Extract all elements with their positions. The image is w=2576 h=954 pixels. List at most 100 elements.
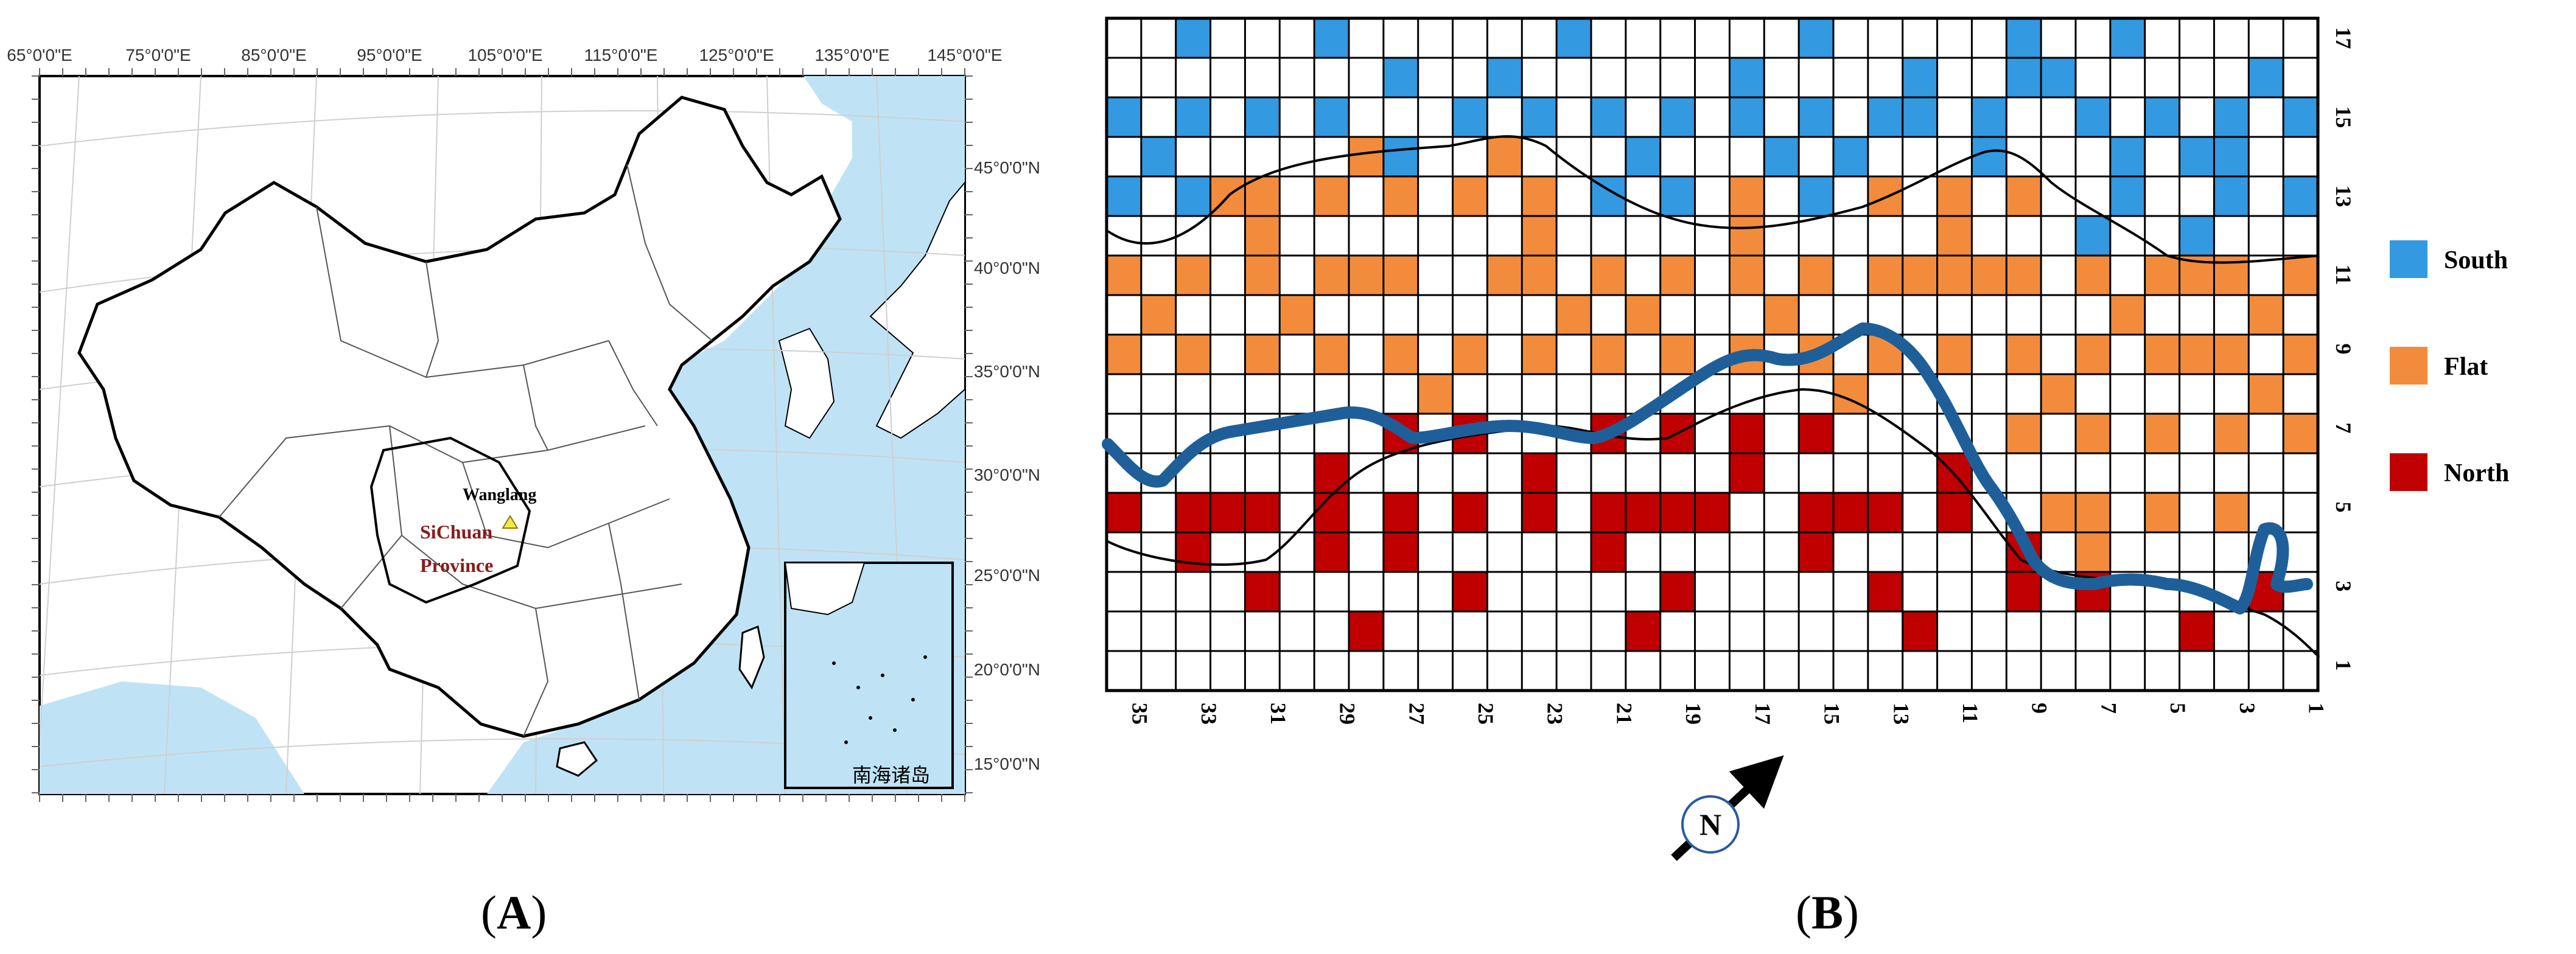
grid-cell-south bbox=[2110, 176, 2145, 216]
inset-islands bbox=[832, 655, 927, 744]
grid-cell-south bbox=[1314, 18, 1349, 58]
grid-cell-north bbox=[1729, 414, 1765, 453]
x-tick-label: 11 bbox=[1958, 703, 1983, 723]
grid-cell-flat bbox=[1487, 256, 1522, 295]
grid-cell-flat bbox=[1349, 256, 1384, 295]
x-tick-label: 23 bbox=[1543, 703, 1567, 725]
grid-cell-south bbox=[1972, 137, 2007, 176]
grid-cell-flat bbox=[1107, 335, 1141, 374]
grid-cell-south bbox=[1556, 18, 1591, 58]
y-tick-label: 3 bbox=[2331, 581, 2356, 592]
grid-cell-north bbox=[1452, 572, 1488, 611]
grid-cell-flat bbox=[1937, 216, 1972, 256]
grid-cells bbox=[1107, 18, 2318, 651]
grid-cell-flat bbox=[1245, 256, 1280, 295]
grid-cell-flat bbox=[1522, 216, 1557, 256]
x-tick-label: 35 bbox=[1127, 703, 1152, 725]
latitude-labels: 45°0'0"N 40°0'0"N 35°0'0"N 30°0'0"N 25°0'0"N… bbox=[974, 158, 1040, 773]
x-tick-label: 31 bbox=[1266, 703, 1290, 725]
grid-cell-north bbox=[1833, 493, 1868, 532]
x-tick-label: 1 bbox=[2305, 703, 2329, 714]
legend-label-north: North bbox=[2444, 459, 2509, 487]
wanglang-label: Wanglang bbox=[463, 486, 536, 504]
grid-cell-flat bbox=[2076, 414, 2110, 453]
grid-cell-flat bbox=[1729, 176, 1765, 216]
lon-label: 65°0'0"E bbox=[7, 46, 72, 64]
grid-cell-south bbox=[1660, 97, 1695, 137]
grid-cell-north bbox=[1660, 572, 1695, 611]
grid-cell-flat bbox=[1487, 137, 1522, 176]
grid-cell-north bbox=[1799, 532, 1833, 572]
grid-cell-south bbox=[1383, 58, 1418, 97]
grid-cell-south bbox=[1522, 97, 1557, 137]
grid-cell-south bbox=[1729, 97, 1765, 137]
grid-cell-flat bbox=[1556, 295, 1591, 335]
x-tick-label: 27 bbox=[1404, 703, 1429, 725]
grid-cell-flat bbox=[1314, 335, 1349, 374]
grid-cell-south bbox=[1175, 18, 1211, 58]
grid-cell-flat bbox=[2214, 493, 2249, 532]
grid-cell-flat bbox=[1729, 216, 1765, 256]
grid-cell-flat bbox=[2283, 256, 2318, 295]
wanglang-site-marker bbox=[502, 515, 519, 529]
grid-cell-flat bbox=[2214, 414, 2249, 453]
grid-cell-flat bbox=[1799, 256, 1833, 295]
lat-label: 40°0'0"N bbox=[974, 259, 1040, 277]
grid-cell-flat bbox=[1383, 256, 1418, 295]
panel-b-grid: 35 33 31 29 27 25 23 21 19 17 15 13 11 9 7 5 3 1 17151311… bbox=[1102, 16, 2509, 862]
grid-cell-flat bbox=[1383, 335, 1418, 374]
grid-cell-south bbox=[1107, 97, 1141, 137]
grid-cell-flat bbox=[1141, 295, 1176, 335]
grid-cell-south bbox=[2249, 58, 2284, 97]
grid-cell-flat bbox=[1902, 256, 1937, 295]
grid-cell-flat bbox=[1660, 256, 1695, 295]
lon-label: 115°0'0"E bbox=[584, 46, 658, 64]
legend: South Flat North bbox=[2390, 240, 2509, 491]
sea-southwest bbox=[40, 681, 304, 794]
grid-cell-north bbox=[1799, 414, 1833, 453]
y-tick-label: 5 bbox=[2331, 502, 2356, 513]
y-tick-label: 7 bbox=[2331, 423, 2356, 434]
caption-a: (A) bbox=[481, 886, 547, 939]
grid-cell-flat bbox=[2076, 493, 2110, 532]
grid-cell-south bbox=[2110, 137, 2145, 176]
grid-cell-north bbox=[1383, 493, 1418, 532]
x-tick-label: 13 bbox=[1889, 703, 1913, 725]
grid-cell-flat bbox=[1591, 335, 1626, 374]
grid-cell-north bbox=[1799, 493, 1833, 532]
grid-cell-flat bbox=[2144, 335, 2180, 374]
river-line bbox=[1102, 322, 2313, 615]
grid-cell-flat bbox=[1867, 256, 1903, 295]
y-tick-label: 17 bbox=[2331, 27, 2356, 49]
grid-cell-south bbox=[1625, 137, 1661, 176]
grid-cell-flat bbox=[2283, 414, 2318, 453]
grid-cell-north bbox=[1107, 493, 1141, 532]
japan-land bbox=[869, 181, 965, 439]
legend-label-south: South bbox=[2444, 246, 2508, 274]
grid-cell-north bbox=[1625, 611, 1661, 651]
grid-cell-flat bbox=[2144, 414, 2180, 453]
lat-label: 45°0'0"N bbox=[974, 158, 1040, 177]
korea-land bbox=[778, 327, 835, 439]
grid-cell-south bbox=[1660, 176, 1695, 216]
grid-cell-south bbox=[1799, 97, 1833, 137]
grid-cell-south bbox=[1107, 176, 1141, 216]
grid-cell-south bbox=[1314, 97, 1349, 137]
grid-cell-flat bbox=[1107, 256, 1141, 295]
grid-cell-north bbox=[1383, 532, 1418, 572]
grid-cell-north bbox=[1625, 493, 1661, 532]
grid-cell-flat bbox=[2249, 295, 2284, 335]
lat-label: 25°0'0"N bbox=[974, 566, 1040, 585]
grid-cell-flat bbox=[2006, 335, 2042, 374]
grid-cell-north bbox=[1314, 532, 1349, 572]
grid-cell-flat bbox=[1937, 335, 1972, 374]
lon-label: 125°0'0"E bbox=[699, 46, 774, 64]
grid-cell-flat bbox=[1314, 176, 1349, 216]
grid-cell-flat bbox=[1349, 137, 1384, 176]
grid-cell-flat bbox=[2006, 176, 2042, 216]
grid-cell-south bbox=[1833, 137, 1868, 176]
grid-cell-south bbox=[1799, 176, 1833, 216]
grid-cell-flat bbox=[1314, 256, 1349, 295]
lon-label: 135°0'0"E bbox=[814, 46, 889, 64]
